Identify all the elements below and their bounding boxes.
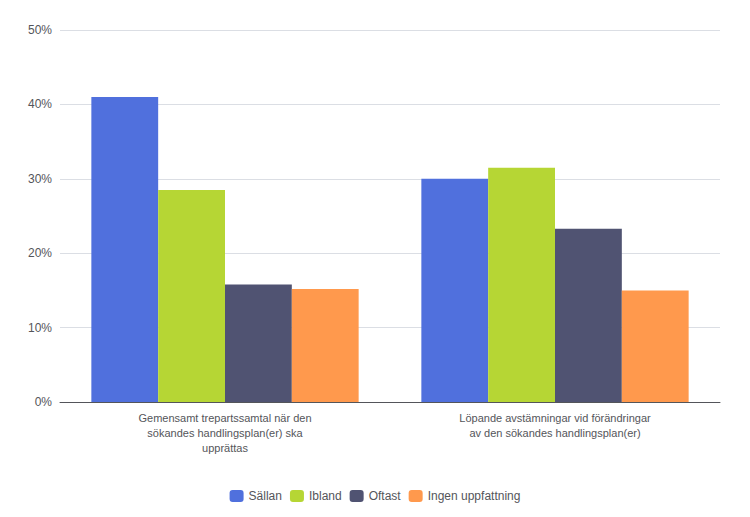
svg-text:40%: 40% (28, 97, 52, 111)
svg-text:Ingen uppfattning: Ingen uppfattning (428, 489, 521, 503)
svg-text:20%: 20% (28, 246, 52, 260)
svg-text:Oftast: Oftast (369, 489, 402, 503)
svg-text:Gemensamt trepartssamtal när d: Gemensamt trepartssamtal när den (138, 412, 311, 424)
svg-text:50%: 50% (28, 23, 52, 37)
svg-text:0%: 0% (35, 395, 53, 409)
svg-text:upprättas: upprättas (202, 442, 248, 454)
svg-text:Ibland: Ibland (309, 489, 342, 503)
svg-text:sökandes handlingsplan(er) ska: sökandes handlingsplan(er) ska (147, 427, 303, 439)
svg-text:Löpande avstämningar vid förän: Löpande avstämningar vid förändringar (459, 412, 651, 424)
svg-text:Sällan: Sällan (249, 489, 282, 503)
svg-text:av den sökandes handlingsplan(: av den sökandes handlingsplan(er) (469, 427, 640, 439)
svg-text:10%: 10% (28, 321, 52, 335)
svg-text:30%: 30% (28, 172, 52, 186)
